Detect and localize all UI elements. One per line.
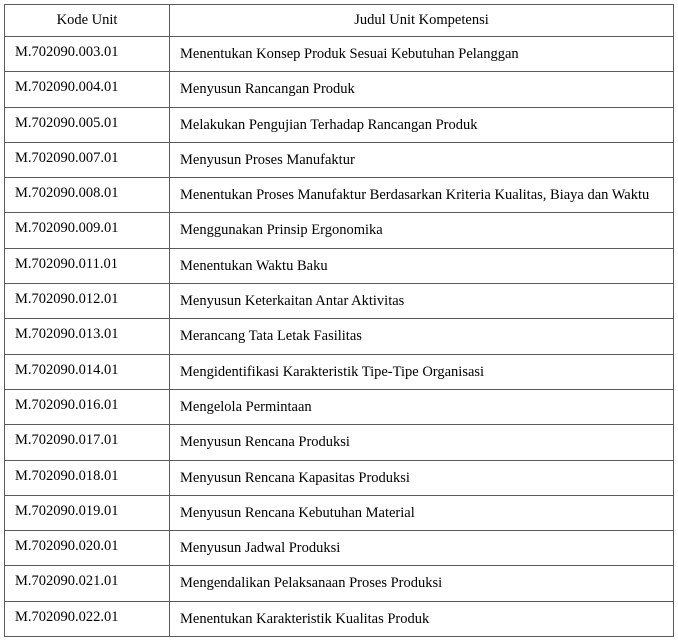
- cell-code: M.702090.020.01: [5, 531, 170, 566]
- table-row: M.702090.003.01Menentukan Konsep Produk …: [5, 37, 674, 72]
- cell-title: Menyusun Rencana Kapasitas Produksi: [170, 460, 674, 495]
- cell-code: M.702090.014.01: [5, 354, 170, 389]
- table-row: M.702090.005.01Melakukan Pengujian Terha…: [5, 107, 674, 142]
- table-row: M.702090.016.01Mengelola Permintaan: [5, 389, 674, 424]
- cell-title: Mengendalikan Pelaksanaan Proses Produks…: [170, 566, 674, 601]
- table-row: M.702090.022.01Menentukan Karakteristik …: [5, 601, 674, 636]
- table-row: M.702090.019.01Menyusun Rencana Kebutuha…: [5, 495, 674, 530]
- cell-code: M.702090.003.01: [5, 37, 170, 72]
- cell-code: M.702090.007.01: [5, 142, 170, 177]
- cell-code: M.702090.019.01: [5, 495, 170, 530]
- table-row: M.702090.008.01Menentukan Proses Manufak…: [5, 178, 674, 213]
- header-code: Kode Unit: [5, 5, 170, 37]
- cell-code: M.702090.012.01: [5, 284, 170, 319]
- cell-title: Mengelola Permintaan: [170, 389, 674, 424]
- cell-code: M.702090.016.01: [5, 389, 170, 424]
- cell-code: M.702090.022.01: [5, 601, 170, 636]
- cell-title: Menentukan Konsep Produk Sesuai Kebutuha…: [170, 37, 674, 72]
- table-row: M.702090.011.01Menentukan Waktu Baku: [5, 248, 674, 283]
- table-row: M.702090.021.01Mengendalikan Pelaksanaan…: [5, 566, 674, 601]
- cell-title: Menentukan Waktu Baku: [170, 248, 674, 283]
- cell-title: Merancang Tata Letak Fasilitas: [170, 319, 674, 354]
- table-row: M.702090.009.01Menggunakan Prinsip Ergon…: [5, 213, 674, 248]
- cell-code: M.702090.008.01: [5, 178, 170, 213]
- cell-code: M.702090.017.01: [5, 425, 170, 460]
- cell-code: M.702090.013.01: [5, 319, 170, 354]
- cell-code: M.702090.011.01: [5, 248, 170, 283]
- cell-title: Menyusun Proses Manufaktur: [170, 142, 674, 177]
- table-row: M.702090.014.01Mengidentifikasi Karakter…: [5, 354, 674, 389]
- header-title: Judul Unit Kompetensi: [170, 5, 674, 37]
- cell-title: Mengidentifikasi Karakteristik Tipe-Tipe…: [170, 354, 674, 389]
- table-row: M.702090.017.01Menyusun Rencana Produksi: [5, 425, 674, 460]
- table-body: M.702090.003.01Menentukan Konsep Produk …: [5, 37, 674, 637]
- cell-code: M.702090.021.01: [5, 566, 170, 601]
- cell-title: Menggunakan Prinsip Ergonomika: [170, 213, 674, 248]
- cell-title: Menyusun Keterkaitan Antar Aktivitas: [170, 284, 674, 319]
- cell-title: Menyusun Rencana Kebutuhan Material: [170, 495, 674, 530]
- table-row: M.702090.007.01Menyusun Proses Manufaktu…: [5, 142, 674, 177]
- cell-title: Menentukan Proses Manufaktur Berdasarkan…: [170, 178, 674, 213]
- cell-code: M.702090.005.01: [5, 107, 170, 142]
- table-row: M.702090.018.01Menyusun Rencana Kapasita…: [5, 460, 674, 495]
- table-row: M.702090.020.01Menyusun Jadwal Produksi: [5, 531, 674, 566]
- cell-title: Menentukan Karakteristik Kualitas Produk: [170, 601, 674, 636]
- cell-title: Menyusun Rancangan Produk: [170, 72, 674, 107]
- table-header-row: Kode Unit Judul Unit Kompetensi: [5, 5, 674, 37]
- cell-code: M.702090.004.01: [5, 72, 170, 107]
- table-row: M.702090.004.01Menyusun Rancangan Produk: [5, 72, 674, 107]
- cell-title: Menyusun Jadwal Produksi: [170, 531, 674, 566]
- competency-table: Kode Unit Judul Unit Kompetensi M.702090…: [4, 4, 674, 637]
- cell-code: M.702090.009.01: [5, 213, 170, 248]
- cell-title: Menyusun Rencana Produksi: [170, 425, 674, 460]
- table-row: M.702090.013.01Merancang Tata Letak Fasi…: [5, 319, 674, 354]
- cell-code: M.702090.018.01: [5, 460, 170, 495]
- table-row: M.702090.012.01Menyusun Keterkaitan Anta…: [5, 284, 674, 319]
- cell-title: Melakukan Pengujian Terhadap Rancangan P…: [170, 107, 674, 142]
